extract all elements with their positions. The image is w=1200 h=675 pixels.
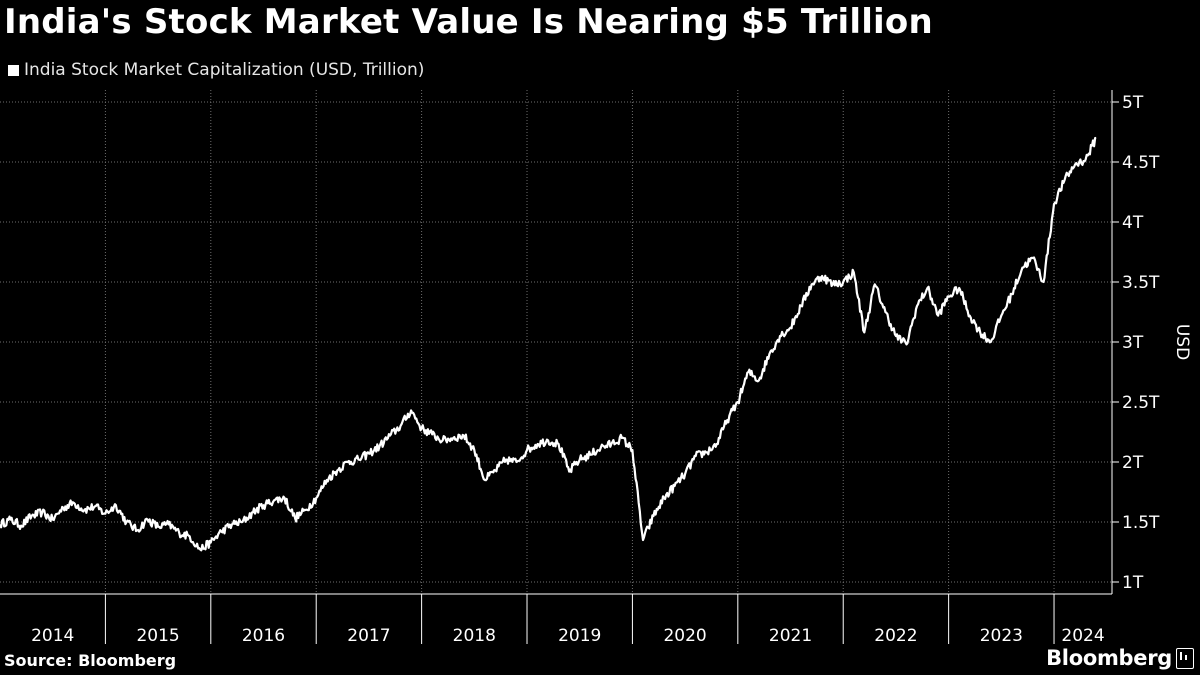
- x-tick-label: 2023: [980, 626, 1023, 646]
- legend: India Stock Market Capitalization (USD, …: [8, 60, 424, 80]
- series-line: [0, 136, 1097, 552]
- x-tick-label: 2019: [558, 626, 601, 646]
- y-tick-label: 3.5T: [1122, 273, 1160, 293]
- x-tick-label: 2015: [136, 626, 179, 646]
- series-layer: [0, 136, 1097, 552]
- x-tick-label: 2018: [453, 626, 496, 646]
- y-tick-label: 5T: [1122, 93, 1144, 113]
- source-note: Source: Bloomberg: [4, 651, 177, 670]
- x-tick-label: 2022: [874, 626, 917, 646]
- chart-title: India's Stock Market Value Is Nearing $5…: [4, 2, 933, 42]
- y-tick-label: 3T: [1122, 333, 1144, 353]
- x-tick-label: 2017: [347, 626, 390, 646]
- x-tick-label: 2021: [769, 626, 812, 646]
- legend-label: India Stock Market Capitalization (USD, …: [24, 60, 425, 80]
- legend-swatch: [8, 64, 19, 76]
- grid-layer: [0, 90, 1112, 594]
- label-layer: 1T 1.5T 2T 2.5T 3T 3.5T 4T 4.5T 5T USD 2014 2015 201…: [31, 93, 1192, 646]
- x-tick-label: 2014: [31, 626, 74, 646]
- x-tick-label: 2016: [242, 626, 285, 646]
- axis-layer: [0, 90, 1119, 644]
- chart-icon: [1176, 647, 1194, 669]
- y-tick-label: 4T: [1122, 213, 1144, 233]
- y-tick-label: 2T: [1122, 453, 1144, 473]
- y-tick-label: 4.5T: [1122, 153, 1160, 173]
- y-tick-label: 1T: [1122, 573, 1144, 593]
- brand-logo: Bloomberg: [1046, 646, 1194, 670]
- brand-name: Bloomberg: [1046, 646, 1172, 670]
- x-tick-label: 2024: [1061, 626, 1104, 646]
- y-tick-label: 1.5T: [1122, 513, 1160, 533]
- y-tick-label: 2.5T: [1122, 393, 1160, 413]
- x-tick-label: 2020: [663, 626, 706, 646]
- y-axis-title: USD: [1172, 324, 1192, 360]
